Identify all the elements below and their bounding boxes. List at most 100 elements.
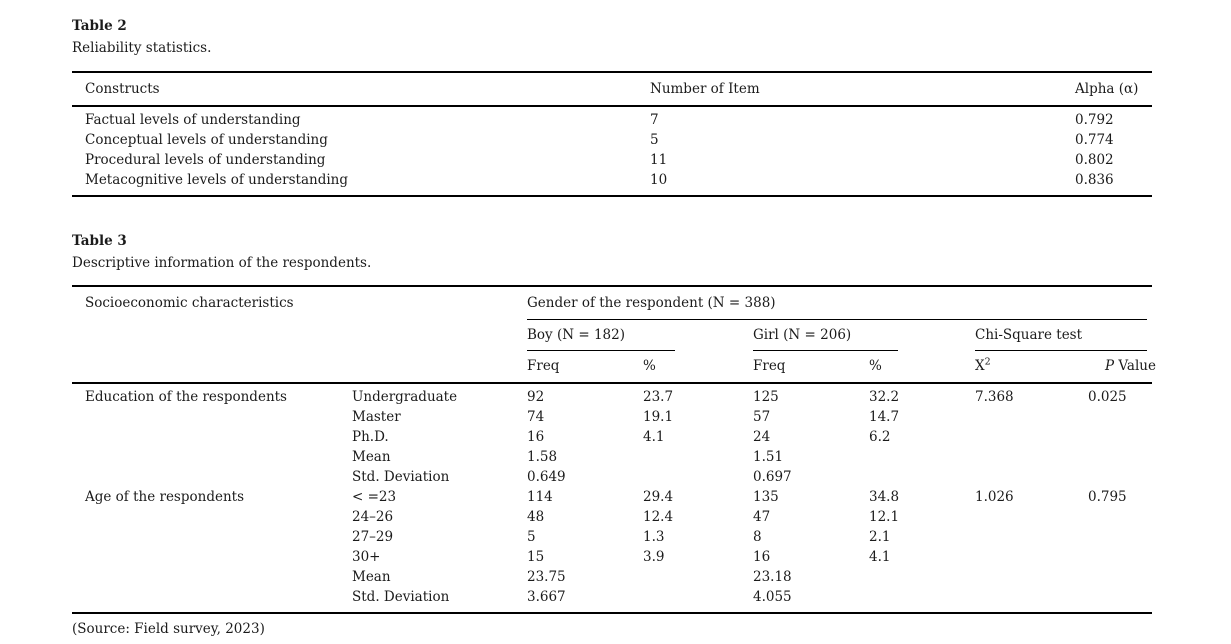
category-cell: Std. Deviation: [352, 589, 450, 605]
boy-freq-cell: 0.649: [527, 469, 566, 485]
category-cell: Mean: [352, 569, 391, 585]
table3-caption: Descriptive information of the responden…: [72, 255, 372, 271]
section-cell: [72, 407, 352, 427]
table-row: 27–29 5 1.3 8 2.1: [72, 527, 1152, 547]
boy-freq-cell: 23.75: [527, 569, 566, 585]
section-cell: [72, 547, 352, 567]
category-cell: Std. Deviation: [352, 469, 450, 485]
p-italic: P: [1105, 358, 1115, 374]
table-row: Factual levels of understanding 7 0.792: [72, 110, 1152, 130]
table-row: Master 74 19.1 57 14.7: [72, 407, 1152, 427]
column-header-constructs: Constructs: [85, 81, 160, 97]
column-header-girl-pct: %: [869, 358, 882, 374]
boy-pct-cell: [643, 447, 753, 467]
girl-pct-cell: [869, 567, 975, 587]
boy-freq-cell: 5: [527, 529, 536, 545]
table2-title: Table 2: [72, 18, 127, 34]
table-row: 24–26 48 12.4 47 12.1: [72, 507, 1152, 527]
construct-cell: Procedural levels of understanding: [85, 152, 326, 168]
girl-freq-cell: 4.055: [753, 589, 792, 605]
boy-freq-cell: 92: [527, 389, 545, 405]
x2-cell: [975, 467, 1088, 487]
table3-descriptive-information: Table 3 Descriptive information of the r…: [72, 233, 1156, 638]
boy-pct-cell: [643, 467, 753, 487]
girl-freq-cell: 47: [753, 509, 771, 525]
category-cell: 24–26: [352, 509, 394, 525]
section-cell: [72, 447, 352, 467]
boy-freq-cell: 3.667: [527, 589, 566, 605]
boy-pct-cell: 12.4: [643, 509, 674, 525]
girl-freq-cell: 0.697: [753, 469, 792, 485]
girl-pct-cell: 12.1: [869, 509, 900, 525]
table-row: Metacognitive levels of understanding 10…: [72, 170, 1152, 190]
girl-freq-cell: 135: [753, 489, 779, 505]
table-row: Procedural levels of understanding 11 0.…: [72, 150, 1152, 170]
column-header-number-of-item: Number of Item: [650, 81, 760, 97]
construct-cell: Metacognitive levels of understanding: [85, 172, 349, 188]
p-value-cell: [1088, 407, 1152, 427]
group-header-gender: Gender of the respondent (N = 388): [527, 295, 776, 311]
girl-pct-cell: [869, 467, 975, 487]
items-cell: 10: [650, 172, 668, 188]
girl-freq-cell: 24: [753, 429, 771, 445]
boy-freq-cell: 48: [527, 509, 545, 525]
column-header-boy-pct: %: [643, 358, 656, 374]
boy-pct-cell: 29.4: [643, 489, 674, 505]
x2-superscript: 2: [984, 356, 991, 368]
table3-body: Education of the respondents Undergradua…: [72, 384, 1152, 612]
p-value-cell: [1088, 467, 1152, 487]
category-cell: Mean: [352, 449, 391, 465]
boy-pct-cell: [643, 587, 753, 607]
items-cell: 11: [650, 152, 668, 168]
girl-freq-cell: 16: [753, 549, 771, 565]
section-cell: Age of the respondents: [85, 489, 245, 505]
boy-pct-cell: 3.9: [643, 549, 665, 565]
group-header-boy: Boy (N = 182): [527, 327, 625, 343]
girl-pct-cell: 2.1: [869, 529, 891, 545]
x2-cell: [975, 407, 1088, 427]
section-cell: [72, 527, 352, 547]
construct-cell: Conceptual levels of understanding: [85, 132, 328, 148]
chi-group-underline: [975, 350, 1147, 351]
girl-pct-cell: 32.2: [869, 389, 900, 405]
section-cell: [72, 567, 352, 587]
boy-pct-cell: 19.1: [643, 409, 674, 425]
alpha-cell: 0.774: [1075, 132, 1114, 148]
boy-freq-cell: 1.58: [527, 449, 558, 465]
column-header-p-value: P Value: [1105, 351, 1156, 382]
x2-cell: 1.026: [975, 489, 1014, 505]
x2-cell: [975, 587, 1088, 607]
category-cell: < =23: [352, 489, 397, 505]
x2-cell: 7.368: [975, 389, 1014, 405]
section-cell: Education of the respondents: [85, 389, 287, 405]
x2-cell: [975, 447, 1088, 467]
p-value-cell: [1088, 527, 1152, 547]
table2-caption: Reliability statistics.: [72, 40, 212, 56]
category-cell: Undergraduate: [352, 389, 458, 405]
boy-pct-cell: [643, 567, 753, 587]
boy-pct-cell: 23.7: [643, 389, 674, 405]
boy-freq-cell: 74: [527, 409, 545, 425]
p-rest: Value: [1114, 358, 1156, 374]
category-cell: Master: [352, 409, 401, 425]
x2-cell: [975, 427, 1088, 447]
girl-pct-cell: 14.7: [869, 409, 900, 425]
column-header-boy-freq: Freq: [527, 358, 560, 374]
table-row: Std. Deviation 0.649 0.697: [72, 467, 1152, 487]
p-value-cell: [1088, 587, 1152, 607]
boy-pct-cell: 1.3: [643, 529, 665, 545]
p-value-cell: 0.025: [1088, 389, 1127, 405]
section-cell: [72, 587, 352, 607]
alpha-cell: 0.802: [1075, 152, 1114, 168]
table2-bottom-rule: [72, 195, 1152, 197]
boy-pct-cell: 4.1: [643, 429, 665, 445]
gender-group-underline: [527, 319, 1147, 320]
girl-freq-cell: 23.18: [753, 569, 792, 585]
table3-title: Table 3: [72, 233, 127, 249]
p-value-cell: 0.795: [1088, 489, 1127, 505]
table-row: Mean 23.75 23.18: [72, 567, 1152, 587]
source-note: (Source: Field survey, 2023): [72, 621, 265, 637]
x2-cell: [975, 527, 1088, 547]
table-row: 30+ 15 3.9 16 4.1: [72, 547, 1152, 567]
girl-freq-cell: 8: [753, 529, 762, 545]
